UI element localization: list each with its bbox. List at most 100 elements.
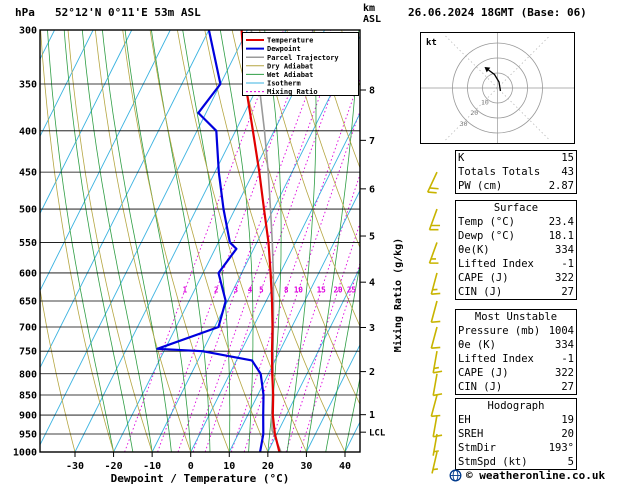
row-value: 27 — [561, 381, 574, 393]
row-value: 27 — [561, 286, 574, 298]
wind-barb — [430, 300, 441, 324]
wind-barb — [432, 433, 439, 456]
row-value: 334 — [555, 244, 574, 256]
isotherm-line — [0, 30, 16, 452]
pressure-tick-label: 550 — [19, 238, 37, 249]
pressure-tick-label: 700 — [19, 322, 37, 333]
pressure-tick-label: 900 — [19, 411, 37, 422]
row-value: 322 — [555, 367, 574, 379]
legend-label: Wet Adiabat — [267, 71, 313, 79]
row-label: θe (K) — [458, 339, 496, 351]
row-value: 1004 — [548, 325, 574, 337]
temp-tick-label: -30 — [66, 461, 84, 472]
hodo-unit-label: kt — [426, 38, 437, 48]
table-row: StmDir 193° — [456, 441, 576, 455]
pressure-tick-label: 600 — [19, 268, 37, 279]
pressure-tick-label: 950 — [19, 430, 37, 441]
pressure-tick-label: 400 — [19, 126, 37, 137]
wind-barb — [431, 451, 439, 474]
pressure-tick-label: 350 — [19, 80, 37, 91]
mixing-ratio-value: 15 — [317, 286, 326, 295]
km-tick-label: 4 — [369, 278, 375, 289]
table-header: Most Unstable — [474, 311, 558, 323]
table-row: Lifted Index -1 — [456, 257, 576, 271]
table-row: CAPE (J) 322 — [456, 366, 576, 380]
km-tick-label: 5 — [369, 232, 375, 243]
temp-tick-label: 40 — [339, 461, 351, 472]
dewpoint-curve — [156, 30, 265, 452]
dry-adiabat-line — [286, 30, 360, 249]
mixing-ratio-value: 1 — [183, 286, 188, 295]
hodo-ring — [452, 42, 543, 134]
isotherm-line — [306, 343, 360, 452]
legend-label: Mixing Ratio — [267, 88, 318, 96]
row-label: EH — [458, 414, 471, 426]
temp-tick-label: 20 — [262, 461, 274, 472]
wet-adiabat-line — [344, 376, 360, 452]
hodo-ring-label: 30 — [460, 120, 468, 128]
temp-tick-label: 10 — [223, 461, 235, 472]
pressure-tick-label: 500 — [19, 205, 37, 216]
row-label: PW (cm) — [458, 180, 503, 192]
hodo-ring-label: 10 — [481, 99, 489, 107]
pressure-tick-label: 450 — [19, 168, 37, 179]
pressure-tick-label: 300 — [19, 26, 37, 37]
row-value: 43 — [561, 166, 574, 178]
table-row: CIN (J) 27 — [456, 285, 576, 299]
globe-icon — [449, 469, 462, 482]
row-value: 334 — [555, 339, 574, 351]
legend-label: Dewpoint — [267, 45, 301, 53]
km-tick-label: 8 — [369, 85, 375, 96]
table-row: Temp (°C) 23.4 — [456, 215, 576, 229]
mixing-ratio-value: 3 — [233, 286, 238, 295]
lcl-label: LCL — [369, 429, 386, 439]
row-value: 322 — [555, 272, 574, 284]
km-tick-label: 3 — [369, 323, 375, 334]
table-row: SREH 20 — [456, 427, 576, 441]
mixing-ratio-value: 8 — [284, 286, 289, 295]
wind-barb — [432, 351, 443, 374]
isotherm-line — [151, 35, 360, 452]
row-label: θe(K) — [458, 244, 490, 256]
temperature-curve — [240, 30, 281, 452]
dry-adiabat-line — [40, 30, 114, 452]
temp-tick-label: -10 — [143, 461, 161, 472]
temp-tick-label: 0 — [188, 461, 194, 472]
table-row: StmSpd (kt) 5 — [456, 455, 576, 469]
km-tick-label: 7 — [369, 136, 375, 147]
row-label: Dewp (°C) — [458, 230, 515, 242]
hodo-trace — [488, 69, 502, 92]
row-label: K — [458, 152, 465, 164]
datetime-title: 26.06.2024 18GMT (Base: 06) — [408, 6, 587, 19]
pressure-tick-label: 1000 — [13, 448, 37, 459]
mixing-ratio-line — [243, 109, 360, 452]
x-axis-title: Dewpoint / Temperature (°C) — [111, 472, 290, 485]
mixing-ratio-axis-title: Mixing Ratio (g/kg) — [392, 238, 404, 352]
table-row: CIN (J) 27 — [456, 380, 576, 394]
legend-label: Isotherm — [267, 80, 301, 88]
pressure-tick-label: 750 — [19, 347, 37, 358]
table-header: Surface — [493, 202, 539, 214]
row-value: 193° — [548, 442, 574, 454]
row-label: Pressure (mb) — [458, 325, 541, 337]
hodo-ring — [482, 72, 513, 104]
legend-label: Dry Adiabat — [267, 62, 313, 70]
footer-credit: © weatheronline.co.uk — [449, 469, 605, 482]
row-value: 15 — [561, 152, 574, 164]
mixing-ratio-value: 4 — [248, 286, 253, 295]
table-row: CAPE (J) 322 — [456, 271, 576, 285]
hodo-diagonal — [445, 35, 550, 141]
km-tick-label: 2 — [369, 367, 375, 378]
row-label: CIN (J) — [458, 286, 503, 298]
row-label: CIN (J) — [458, 381, 503, 393]
isotherm-line — [40, 30, 94, 138]
hodo-ring — [467, 57, 528, 119]
station-title: 52°12'N 0°11'E 53m ASL — [55, 6, 201, 19]
legend-label: Parcel Trajectory — [267, 54, 339, 62]
km-tick-label: 1 — [369, 410, 375, 421]
pressure-tick-label: 850 — [19, 391, 37, 402]
wind-barb — [430, 326, 441, 350]
mixing-ratio-value: 2 — [214, 286, 219, 295]
